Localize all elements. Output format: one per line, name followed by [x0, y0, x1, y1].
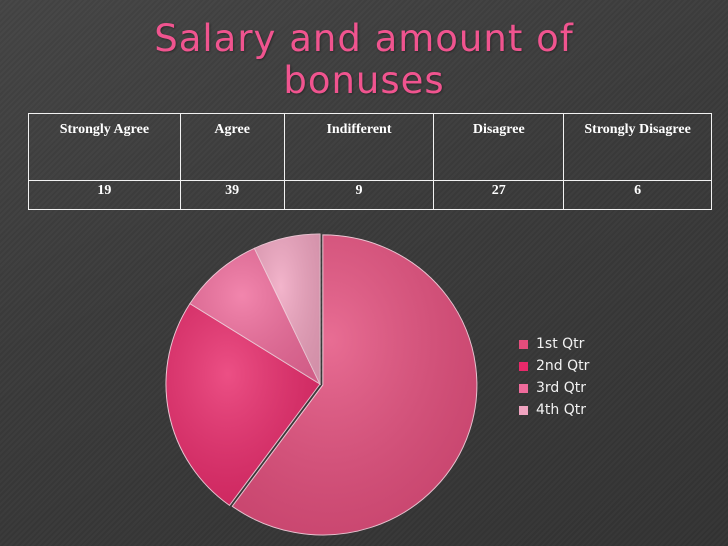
- survey-table: Strongly Agree Agree Indifferent Disagre…: [28, 113, 712, 210]
- pie-slice-shade-1st-qtr: [232, 234, 477, 535]
- header-agree: Agree: [179, 113, 285, 181]
- legend-swatch-2nd-qtr: [519, 361, 528, 371]
- table-header-row: Strongly Agree Agree Indifferent Disagre…: [28, 113, 712, 181]
- pie-slice-shade-3rd-qtr: [189, 248, 320, 384]
- legend-label-1st-qtr: 1st Qtr: [536, 336, 585, 352]
- title-line-1: Salary and amount of: [154, 17, 574, 60]
- legend-swatch-4th-qtr: [519, 405, 528, 415]
- legend-swatch-3rd-qtr: [519, 383, 528, 393]
- table-values-row: 19 39 9 27 6: [28, 180, 712, 210]
- pie-slice-shade-2nd-qtr: [166, 303, 320, 506]
- header-strongly-disagree: Strongly Disagree: [563, 113, 712, 181]
- chart-legend: 1st Qtr 2nd Qtr 3rd Qtr 4th Qtr: [519, 333, 589, 421]
- pie-slice-shade-4th-qtr: [254, 234, 320, 384]
- legend-item-1st-qtr: 1st Qtr: [519, 333, 589, 355]
- legend-swatch-1st-qtr: [519, 339, 528, 349]
- value-strongly-disagree: 6: [563, 180, 712, 210]
- header-disagree: Disagree: [433, 113, 565, 181]
- header-strongly-agree: Strongly Agree: [28, 113, 181, 181]
- legend-item-4th-qtr: 4th Qtr: [519, 399, 589, 421]
- value-disagree: 27: [433, 180, 565, 210]
- value-strongly-agree: 19: [28, 180, 181, 210]
- value-indifferent: 9: [283, 180, 435, 210]
- legend-item-3rd-qtr: 3rd Qtr: [519, 377, 589, 399]
- title-line-2: bonuses: [283, 59, 445, 102]
- value-agree: 39: [179, 180, 285, 210]
- legend-label-3rd-qtr: 3rd Qtr: [536, 380, 587, 396]
- slide-title: Salary and amount of bonuses: [0, 18, 728, 102]
- legend-label-4th-qtr: 4th Qtr: [536, 402, 586, 418]
- legend-item-2nd-qtr: 2nd Qtr: [519, 355, 589, 377]
- legend-label-2nd-qtr: 2nd Qtr: [536, 358, 590, 374]
